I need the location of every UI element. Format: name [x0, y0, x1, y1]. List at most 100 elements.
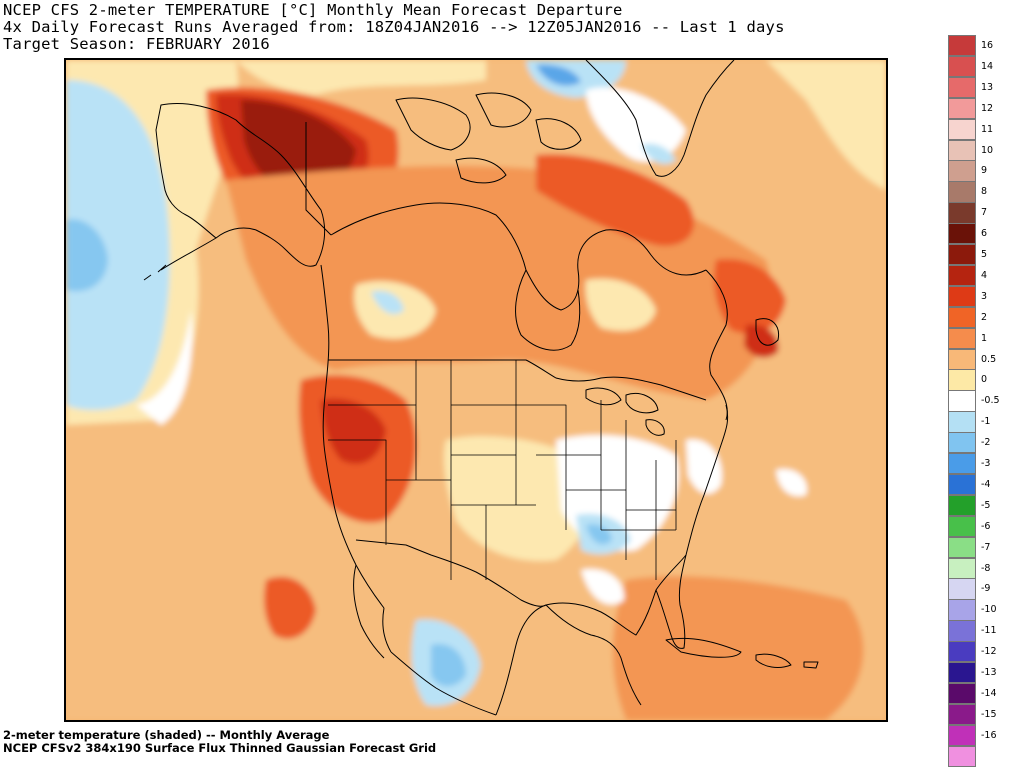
colorbar-label: -5: [981, 499, 991, 511]
neutral-pacific-edge: [136, 310, 193, 425]
coast-pacific-nw: [320, 264, 385, 609]
warm-baja: [264, 576, 316, 639]
colorbar-label: -9: [981, 583, 991, 595]
colorbar-swatch: [948, 348, 976, 370]
colorbar-label: 0.5: [981, 353, 997, 365]
colorbar-swatch: [948, 139, 976, 161]
colorbar-label: -2: [981, 437, 991, 449]
colorbar-swatch: [948, 536, 976, 558]
coast-yucatan: [545, 604, 642, 706]
state-boundaries: [328, 360, 677, 580]
colorbar-label: 16: [981, 40, 994, 51]
title-line-2: 4x Daily Forecast Runs Averaged from: 18…: [3, 18, 785, 36]
neutral-atlantic-2: [776, 469, 807, 497]
warm-west-us-core: [321, 398, 386, 464]
coast-hudson-bay: [515, 269, 581, 351]
colorbar-label: -13: [981, 667, 997, 678]
colorbar-label: 10: [981, 144, 994, 156]
coast-labrador: [705, 269, 728, 421]
near-zero-northeast: [766, 60, 886, 190]
coast-newfoundland: [755, 318, 780, 346]
colorbar-swatch: [948, 55, 976, 78]
colorbar-label: 5: [981, 249, 988, 260]
colorbar-label: -15: [981, 708, 997, 720]
colorbar-label: 6: [981, 228, 988, 240]
coast-baja: [353, 564, 392, 659]
colorbar-swatch: [948, 494, 976, 517]
cold-greenland-south: [641, 143, 676, 165]
warm-caribbean: [612, 576, 864, 720]
colorbar-label: -12: [981, 646, 997, 658]
cold-prairies: [371, 290, 404, 315]
colorbar-label: -6: [981, 520, 991, 532]
colorbar-swatch: [948, 515, 976, 538]
coast-alaska: [155, 102, 326, 267]
colorbar-label: 11: [981, 123, 994, 135]
colorbar-swatch: [948, 160, 976, 182]
colorbar-label: -8: [981, 562, 991, 574]
near-zero-arctic-top: [236, 60, 486, 95]
title-line-3: Target Season: FEBRUARY 2016: [3, 35, 270, 53]
coastlines: [143, 60, 819, 716]
colorbar-swatch: [948, 724, 976, 747]
colorbar-swatch: [948, 682, 976, 705]
colorbar-swatch: [948, 202, 976, 224]
coast-great-lakes: [585, 387, 665, 436]
coast-mexico-west: [390, 651, 497, 716]
coast-cuba: [665, 637, 742, 658]
colorbar-swatch: [948, 369, 976, 391]
colorbar-swatch: [948, 703, 976, 726]
colorbar-swatch: [948, 76, 976, 99]
colorbar-label: 2: [981, 311, 988, 323]
cold-anomaly-pacific-core: [66, 219, 108, 292]
border-canada-us: [328, 359, 707, 401]
colorbar-label: 14: [981, 60, 994, 72]
colorbar-label: 13: [981, 81, 994, 93]
temperature-anomaly-map: [64, 58, 888, 722]
coast-arctic-islands: [395, 92, 582, 184]
footer-block: 2-meter temperature (shaded) -- Monthly …: [3, 729, 436, 755]
colorbar-label: -1: [981, 416, 991, 428]
coast-hispaniola: [755, 653, 792, 668]
colorbar-label: -3: [981, 458, 991, 469]
colorbar-swatch: [948, 557, 976, 579]
colorbar-swatch: [948, 620, 976, 642]
map-canvas: [66, 60, 886, 720]
colorbar-swatch: [948, 97, 976, 120]
colorbar-swatch: [948, 745, 976, 767]
colorbar-swatch: [948, 264, 976, 287]
colorbar-swatch: [948, 223, 976, 245]
colorbar-label: 3: [981, 290, 988, 302]
warm-labrador-core: [744, 324, 779, 358]
cold-southeast-us-core: [586, 524, 612, 545]
neutral-atlantic: [686, 439, 722, 494]
colorbar-legend: 16 14 13 12 11 10 9 8 7 6 5 4 3 2 1 0.5 0 -0.5 -1 -2 -3 -4 -5 -…: [948, 35, 1018, 767]
colorbar-swatch: [948, 244, 976, 266]
colorbar-swatch: [948, 181, 976, 203]
colorbar-label: -4: [981, 478, 991, 490]
colorbar-swatch: [948, 306, 976, 329]
colorbar-swatch: [948, 453, 976, 475]
colorbar-swatch: [948, 35, 976, 57]
colorbar-label: 1: [981, 332, 988, 344]
neutral-gulf: [581, 569, 625, 605]
colorbar-swatch: [948, 411, 976, 433]
neutral-central-us: [444, 436, 595, 561]
colorbar-swatch: [948, 432, 976, 454]
cold-anomaly-pacific: [66, 80, 170, 410]
title-line-1: NCEP CFS 2-meter TEMPERATURE [°C] Monthl…: [3, 1, 623, 19]
colorbar-swatch: [948, 390, 976, 412]
coast-east-us: [685, 404, 729, 556]
colorbar-label: 8: [981, 186, 988, 198]
footer-line-1: 2-meter temperature (shaded) -- Monthly …: [3, 728, 330, 742]
border-us-mexico: [355, 539, 547, 607]
colorbar-swatch: [948, 473, 976, 496]
colorbar-label: 7: [981, 207, 988, 219]
coast-puerto-rico: [803, 661, 819, 669]
colorbar-label: -7: [981, 541, 991, 553]
colorbar-label: -11: [981, 625, 997, 637]
colorbar-swatch: [948, 285, 976, 308]
colorbar-label: 0: [981, 374, 988, 386]
cold-greenland-core: [536, 64, 581, 86]
colorbar-label: 4: [981, 269, 988, 281]
